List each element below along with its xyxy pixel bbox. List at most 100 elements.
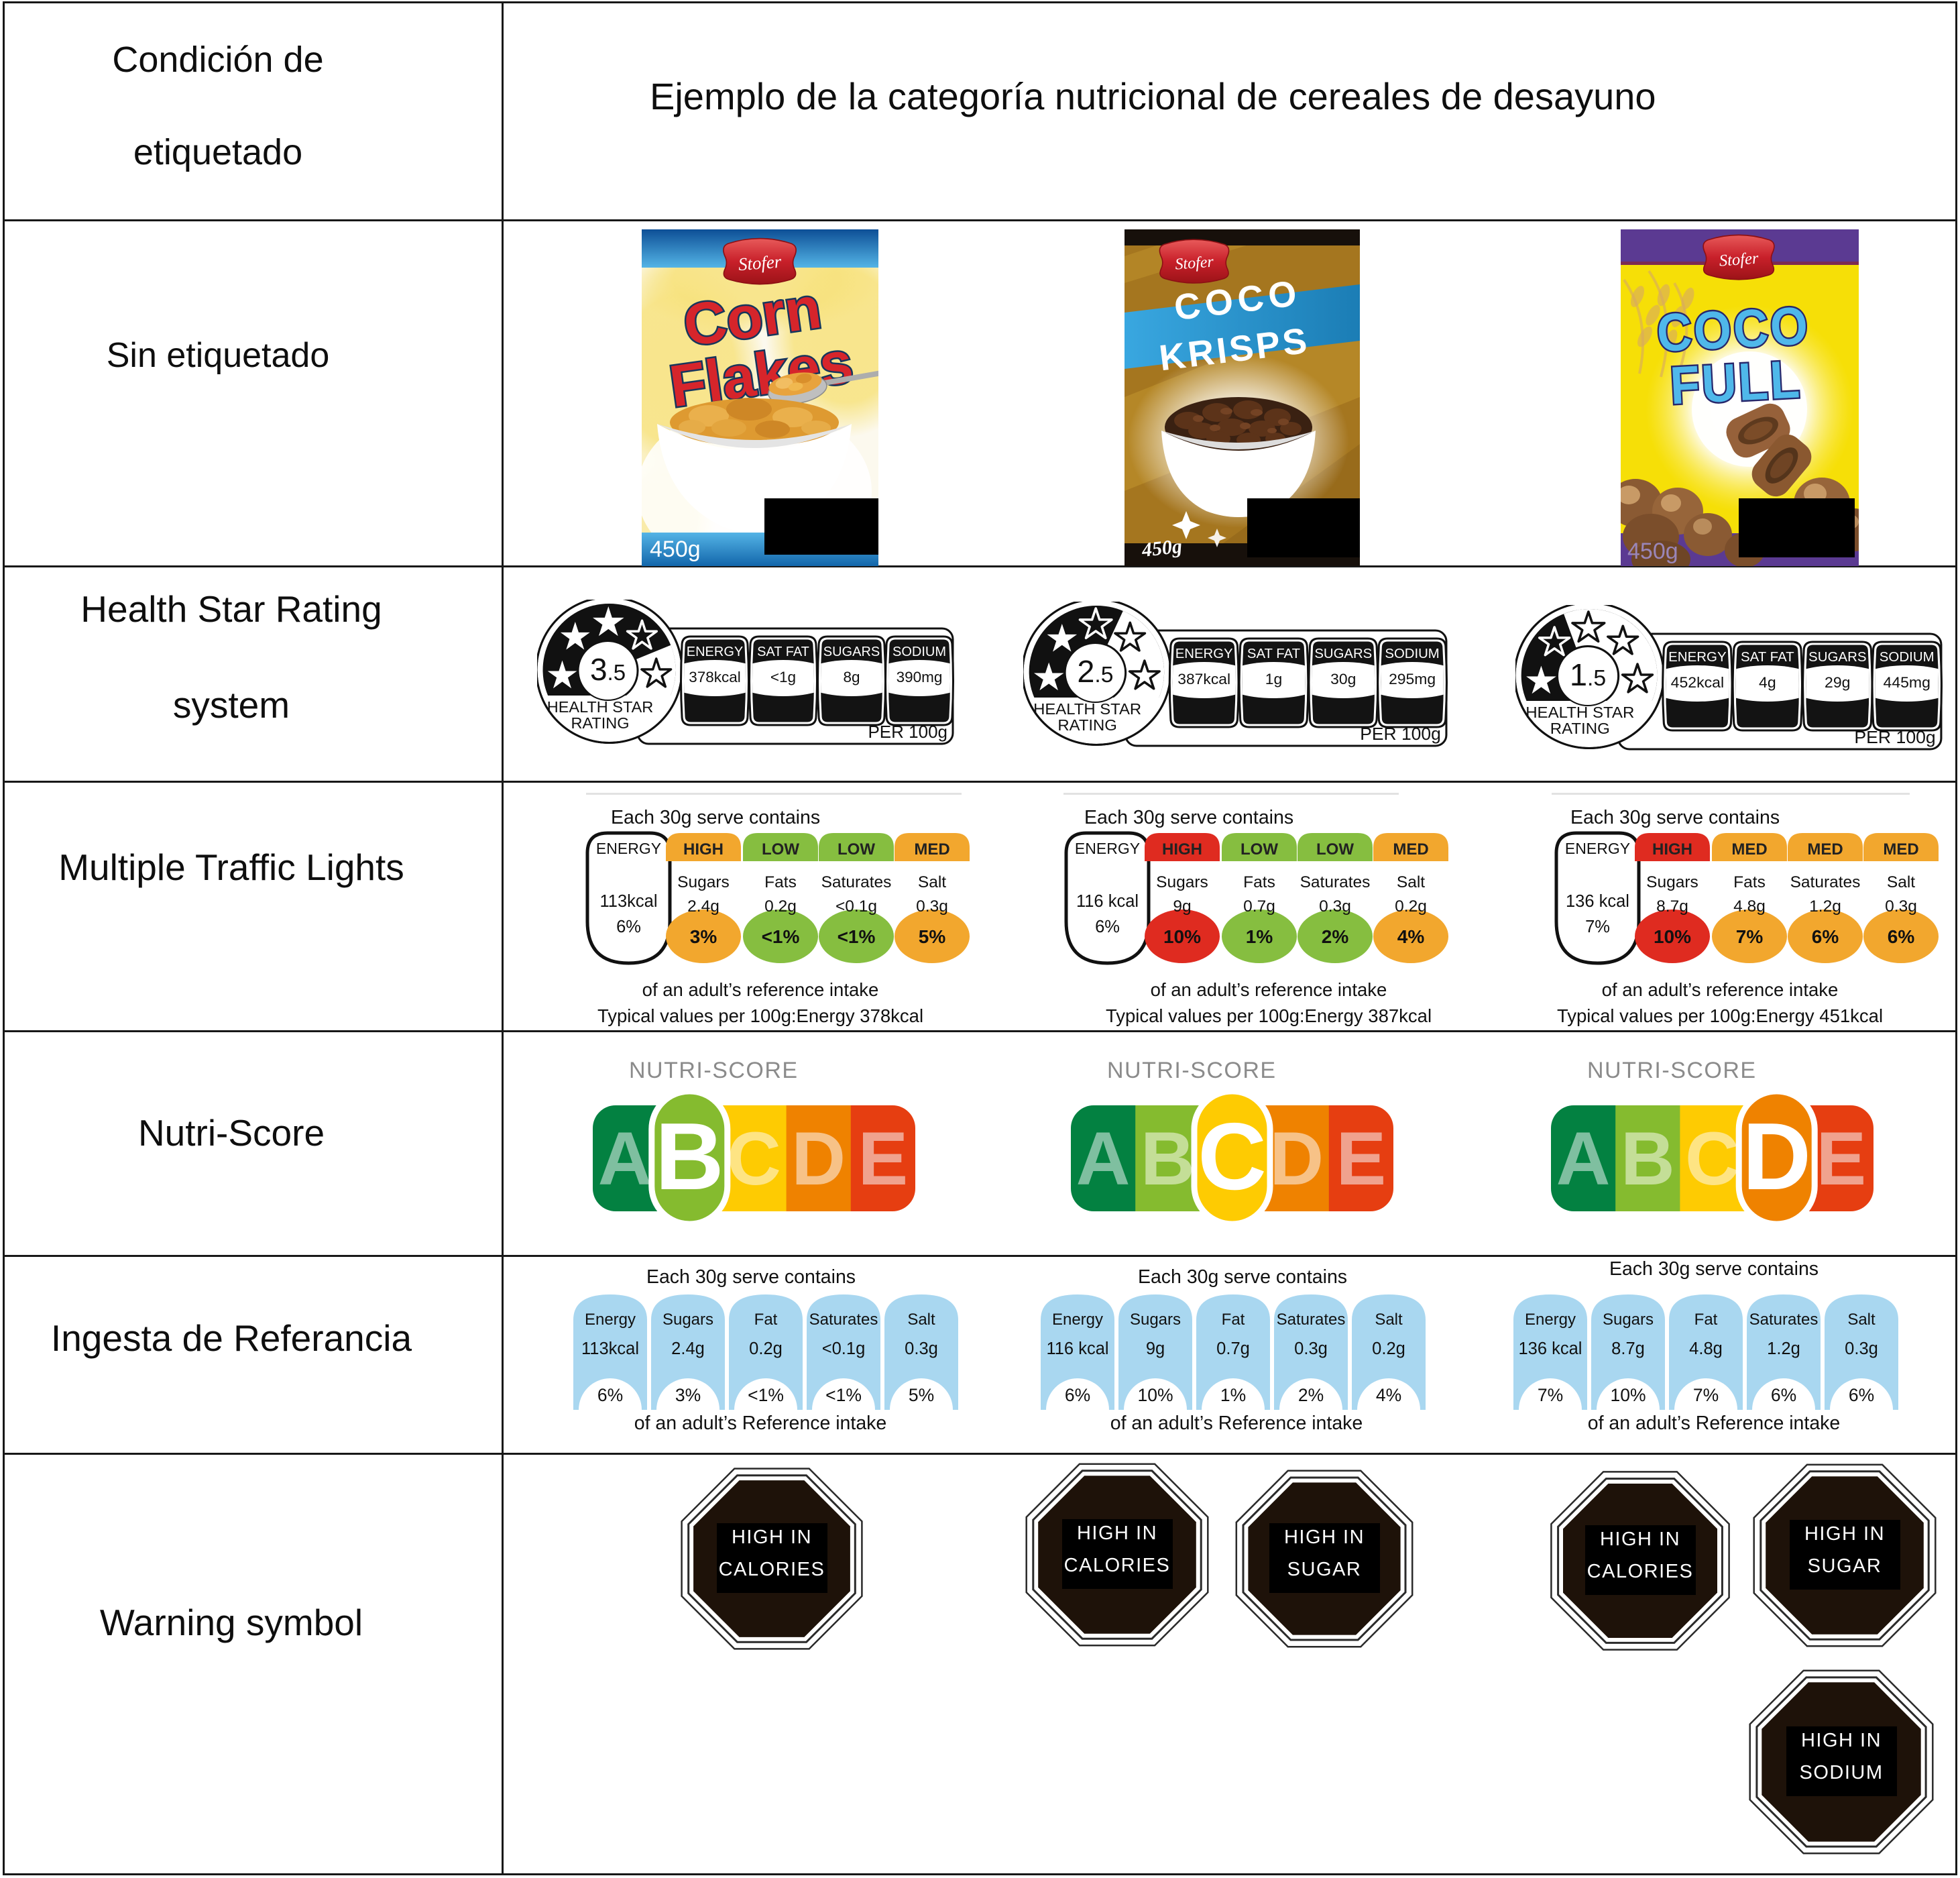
svg-text:HIGH: HIGH: [1162, 840, 1202, 859]
svg-text:136 kcal: 136 kcal: [1566, 892, 1629, 911]
svg-text:7%: 7%: [1538, 1385, 1563, 1405]
svg-text:2.5: 2.5: [1077, 654, 1113, 689]
svg-text:6%: 6%: [1065, 1385, 1090, 1405]
svg-text:Sugars: Sugars: [1603, 1311, 1654, 1329]
svg-text:Sugars: Sugars: [1156, 873, 1208, 891]
svg-text:2.4g: 2.4g: [671, 1339, 705, 1358]
svg-text:HIGH: HIGH: [683, 840, 724, 859]
svg-text:Saturates: Saturates: [1749, 1311, 1819, 1329]
svg-text:SODIUM: SODIUM: [1385, 647, 1439, 661]
svg-text:3%: 3%: [675, 1385, 701, 1405]
svg-text:2.4g: 2.4g: [687, 897, 719, 916]
svg-text:7%: 7%: [1693, 1385, 1719, 1405]
svg-text:RATING: RATING: [1550, 720, 1610, 738]
svg-text:A: A: [1076, 1117, 1131, 1201]
svg-text:1%: 1%: [1220, 1385, 1246, 1405]
svg-text:Saturates: Saturates: [821, 873, 892, 891]
svg-text:0.7g: 0.7g: [1243, 897, 1275, 916]
svg-text:SODIUM: SODIUM: [1800, 1762, 1884, 1783]
svg-text:HIGH IN: HIGH IN: [732, 1527, 812, 1548]
svg-text:of an adult’s Reference intake: of an adult’s Reference intake: [634, 1413, 887, 1434]
svg-text:6%: 6%: [1812, 926, 1839, 947]
svg-text:29g: 29g: [1825, 673, 1850, 691]
svg-text:SUGARS: SUGARS: [823, 645, 880, 659]
svg-text:B: B: [655, 1103, 724, 1210]
svg-text:Saturates: Saturates: [1300, 873, 1371, 891]
svg-text:<1%: <1%: [762, 926, 800, 947]
svg-text:0.3g: 0.3g: [1294, 1339, 1328, 1358]
svg-text:MED: MED: [1393, 840, 1428, 859]
svg-text:MED: MED: [914, 840, 949, 859]
svg-text:SAT FAT: SAT FAT: [1247, 647, 1300, 661]
svg-text:ENERGY: ENERGY: [1565, 840, 1630, 857]
svg-text:450g: 450g: [650, 537, 701, 562]
svg-text:0.3g: 0.3g: [1885, 897, 1917, 916]
svg-text:445mg: 445mg: [1884, 673, 1930, 691]
svg-text:4.8g: 4.8g: [1733, 897, 1766, 916]
svg-text:<1%: <1%: [748, 1385, 784, 1405]
svg-text:Each 30g serve contains: Each 30g serve contains: [1609, 1261, 1819, 1280]
svg-text:6%: 6%: [1849, 1385, 1874, 1405]
svg-text:<0.1g: <0.1g: [822, 1339, 866, 1358]
svg-text:of an adult’s Reference intake: of an adult’s Reference intake: [1588, 1413, 1841, 1434]
svg-text:9g: 9g: [1146, 1339, 1165, 1358]
svg-text:0.7g: 0.7g: [1216, 1339, 1250, 1358]
svg-text:10%: 10%: [1137, 1385, 1173, 1405]
svg-text:NUTRI-SCORE: NUTRI-SCORE: [1587, 1058, 1757, 1083]
svg-text:387kcal: 387kcal: [1177, 670, 1230, 687]
svg-text:SAT FAT: SAT FAT: [757, 645, 809, 659]
svg-text:E: E: [858, 1117, 909, 1201]
svg-text:FULL: FULL: [1669, 349, 1803, 416]
svg-text:HIGH IN: HIGH IN: [1600, 1529, 1680, 1550]
svg-text:Salt: Salt: [1887, 873, 1915, 891]
svg-text:SUGARS: SUGARS: [1808, 650, 1866, 665]
svg-text:Each 30g serve contains: Each 30g serve contains: [646, 1266, 856, 1288]
svg-text:6%: 6%: [1888, 926, 1915, 947]
svg-text:2%: 2%: [1322, 926, 1349, 947]
svg-text:116 kcal: 116 kcal: [1046, 1339, 1108, 1358]
svg-text:Fats: Fats: [764, 873, 797, 891]
svg-text:Fat: Fat: [754, 1311, 778, 1329]
svg-text:Saturates: Saturates: [809, 1311, 878, 1329]
svg-text:SAT FAT: SAT FAT: [1741, 650, 1794, 665]
svg-text:E: E: [1817, 1117, 1867, 1201]
svg-text:1g: 1g: [1265, 670, 1282, 687]
svg-text:RATING: RATING: [1057, 717, 1116, 734]
svg-text:<1%: <1%: [825, 1385, 862, 1405]
svg-text:Fats: Fats: [1733, 873, 1766, 891]
svg-text:of an adult’s reference intake: of an adult’s reference intake: [1151, 979, 1387, 1000]
svg-text:<1%: <1%: [838, 926, 876, 947]
svg-text:6%: 6%: [597, 1385, 623, 1405]
svg-text:SODIUM: SODIUM: [1880, 650, 1935, 665]
svg-text:0.2g: 0.2g: [749, 1339, 783, 1358]
svg-text:NUTRI-SCORE: NUTRI-SCORE: [629, 1058, 799, 1083]
svg-text:HIGH IN: HIGH IN: [1801, 1730, 1882, 1751]
svg-text:Typical values per 100g:Energy: Typical values per 100g:Energy 387kcal: [1106, 1005, 1432, 1026]
svg-text:Fat: Fat: [1694, 1311, 1718, 1329]
svg-text:A: A: [1556, 1117, 1611, 1201]
svg-text:1.2g: 1.2g: [1767, 1339, 1800, 1358]
svg-text:10%: 10%: [1610, 1385, 1646, 1405]
svg-text:295mg: 295mg: [1389, 670, 1436, 687]
svg-text:Sugars: Sugars: [1130, 1311, 1181, 1329]
svg-text:Energy: Energy: [1525, 1311, 1576, 1329]
svg-text:Each 30g serve contains: Each 30g serve contains: [1570, 807, 1780, 828]
svg-text:C: C: [727, 1117, 781, 1201]
svg-text:Salt: Salt: [907, 1311, 935, 1329]
svg-text:10%: 10%: [1654, 926, 1691, 947]
svg-text:30g: 30g: [1330, 670, 1356, 687]
svg-text:0.3g: 0.3g: [916, 897, 948, 916]
svg-text:LOW: LOW: [1241, 840, 1278, 859]
svg-text:Fat: Fat: [1222, 1311, 1245, 1329]
svg-text:LOW: LOW: [762, 840, 799, 859]
svg-text:CALORIES: CALORIES: [1064, 1555, 1171, 1576]
svg-text:ENERGY: ENERGY: [1075, 840, 1140, 857]
svg-text:LOW: LOW: [838, 840, 875, 859]
svg-text:HIGH IN: HIGH IN: [1284, 1527, 1365, 1548]
svg-text:Salt: Salt: [1847, 1311, 1876, 1329]
svg-text:0.2g: 0.2g: [1395, 897, 1427, 916]
svg-text:SUGARS: SUGARS: [1314, 647, 1372, 661]
svg-text:Energy: Energy: [1052, 1311, 1103, 1329]
svg-text:Salt: Salt: [1375, 1311, 1403, 1329]
svg-text:7%: 7%: [1736, 926, 1764, 947]
